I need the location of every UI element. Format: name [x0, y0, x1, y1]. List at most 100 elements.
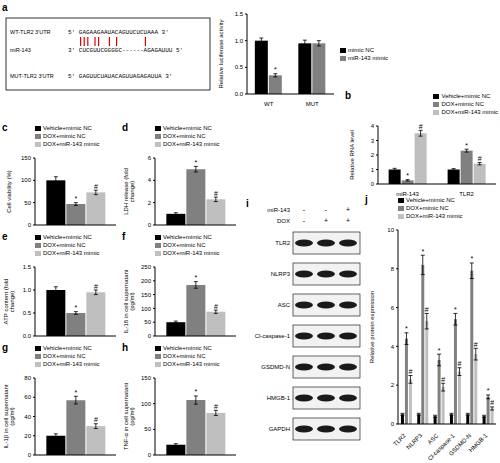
svg-text:0: 0 [28, 222, 32, 228]
svg-text:*: * [405, 325, 408, 332]
svg-text:-: - [325, 206, 328, 213]
svg-text:0: 0 [148, 333, 152, 339]
svg-text:20: 20 [24, 433, 31, 439]
svg-text:*: * [194, 274, 197, 281]
svg-text:0: 0 [148, 222, 152, 228]
svg-text:150: 150 [141, 292, 152, 298]
svg-text:MUT-TLR2 3'UTR: MUT-TLR2 3'UTR [10, 73, 54, 79]
svg-text:2: 2 [148, 200, 152, 206]
svg-text:4: 4 [148, 177, 152, 183]
svg-text:#: # [94, 283, 98, 290]
svg-text:1.0: 1.0 [23, 287, 32, 293]
svg-text:#: # [490, 399, 492, 406]
svg-text:100: 100 [141, 306, 152, 312]
svg-text:#: # [214, 190, 218, 197]
svg-text:+: + [346, 217, 350, 224]
svg-text:MUT: MUT [306, 101, 319, 107]
svg-text:*: * [74, 389, 77, 396]
svg-text:WT: WT [264, 101, 274, 107]
svg-text:200: 200 [141, 278, 152, 284]
svg-text:0: 0 [28, 452, 32, 458]
svg-text:*: * [438, 347, 441, 354]
svg-text:*: * [74, 195, 77, 202]
svg-text:2: 2 [371, 152, 375, 158]
svg-text:GSDMD-N: GSDMD-N [261, 364, 290, 370]
svg-text:0.5: 0.5 [235, 64, 244, 70]
svg-text:10: 10 [387, 227, 394, 233]
svg-text:*: * [194, 388, 197, 395]
svg-text:WT-TLR2 3'UTR: WT-TLR2 3'UTR [10, 29, 50, 35]
svg-text:60: 60 [24, 394, 31, 400]
svg-text:#: # [419, 123, 423, 130]
svg-text:0: 0 [371, 181, 375, 187]
svg-text:GAPDH: GAPDH [269, 426, 290, 432]
svg-text:0: 0 [391, 421, 395, 427]
svg-text:NLRP3: NLRP3 [405, 432, 423, 450]
svg-text:miR-143: miR-143 [10, 47, 31, 53]
svg-text:250: 250 [141, 264, 152, 270]
svg-text:*: * [74, 304, 77, 311]
svg-text:TLR2: TLR2 [275, 240, 290, 246]
svg-text:#: # [478, 155, 482, 162]
svg-text:*: * [274, 66, 277, 73]
svg-text:+: + [324, 217, 328, 224]
svg-text:Cl-caspase-1: Cl-caspase-1 [255, 333, 291, 339]
svg-text:100: 100 [21, 177, 32, 183]
svg-text:*: * [194, 159, 197, 166]
svg-text:TLR2: TLR2 [392, 432, 407, 447]
svg-text:0.0: 0.0 [235, 91, 244, 97]
svg-text:DOX: DOX [277, 218, 290, 224]
svg-text:40: 40 [24, 414, 31, 420]
svg-text:#: # [474, 341, 478, 348]
svg-text:+: + [346, 206, 350, 213]
svg-text:#: # [214, 403, 218, 410]
svg-text:#: # [94, 416, 98, 423]
svg-text:GSDMD-N: GSDMD-N [448, 432, 473, 457]
svg-text:1.5: 1.5 [23, 264, 32, 270]
svg-text:ASC: ASC [278, 302, 291, 308]
svg-text:0: 0 [148, 452, 152, 458]
svg-text:#: # [457, 360, 461, 367]
svg-text:3' CUCGUUCGGGGC------AGAGAUUU: 3' CUCGUUCGGGGC------AGAGAUUU 5' [68, 47, 183, 54]
svg-text:miR-143: miR-143 [267, 207, 290, 213]
svg-text:2: 2 [391, 382, 395, 388]
svg-text:*: * [487, 387, 490, 394]
svg-text:6: 6 [391, 305, 395, 311]
svg-text:miR-143: miR-143 [396, 191, 419, 197]
svg-text:HMGB-1: HMGB-1 [267, 395, 291, 401]
svg-text:#: # [214, 303, 218, 310]
svg-text:*: * [406, 172, 409, 179]
svg-text:0.5: 0.5 [23, 310, 32, 316]
svg-text:150: 150 [141, 375, 152, 381]
svg-text:*: * [454, 306, 457, 313]
svg-text:5' GAGUUCUAUACAGUUAGAGAUUA 3': 5' GAGUUCUAUACAGUUAGAGAUUA 3' [68, 73, 172, 80]
svg-text:#: # [441, 376, 445, 383]
svg-text:*: * [470, 255, 473, 262]
svg-text:100: 100 [141, 401, 152, 407]
svg-text:1: 1 [371, 167, 375, 173]
svg-text:-: - [303, 206, 306, 213]
svg-text:TLR2: TLR2 [459, 191, 474, 197]
svg-text:1.0: 1.0 [235, 38, 244, 44]
svg-text:1.5: 1.5 [235, 11, 244, 17]
svg-text:*: * [465, 142, 468, 149]
svg-text:i: i [246, 198, 249, 209]
svg-text:HMGB-1: HMGB-1 [468, 432, 489, 453]
svg-text:ASC: ASC [427, 432, 440, 445]
svg-text:50: 50 [144, 426, 151, 432]
svg-text:3: 3 [371, 138, 375, 144]
svg-text:50: 50 [24, 200, 31, 206]
svg-text:#: # [425, 306, 429, 313]
svg-text:NLRP3: NLRP3 [271, 271, 291, 277]
svg-text:4: 4 [391, 344, 395, 350]
svg-text:#: # [408, 368, 412, 375]
svg-text:8: 8 [391, 266, 395, 272]
svg-text:#: # [94, 183, 98, 190]
svg-text:4: 4 [371, 123, 375, 129]
svg-text:6: 6 [148, 155, 152, 161]
svg-text:0.0: 0.0 [23, 333, 32, 339]
svg-text:50: 50 [144, 319, 151, 325]
svg-text:-: - [303, 217, 306, 224]
svg-text:*: * [421, 248, 424, 255]
svg-text:150: 150 [21, 155, 32, 161]
